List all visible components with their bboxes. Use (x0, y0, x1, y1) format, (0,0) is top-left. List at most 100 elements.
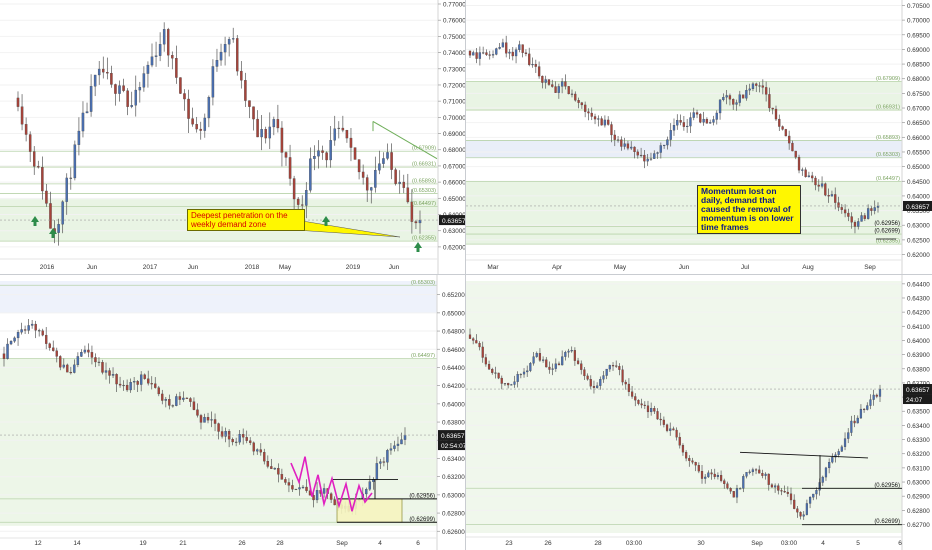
candle (626, 143, 630, 149)
candle (624, 381, 627, 385)
daily-chart-svg: 0.62000 0.62500 0.63000 0.63500 0.64000 0.645… (466, 0, 932, 274)
candle (288, 157, 292, 179)
candle (801, 169, 804, 171)
candle (593, 116, 597, 120)
candle (37, 330, 41, 332)
candle (633, 146, 636, 153)
candle (518, 44, 521, 50)
candle (847, 212, 850, 217)
weekly-chart-svg: 0.620000.630000.640000.650000.660000.670… (0, 0, 465, 274)
countdown-tag (903, 394, 932, 405)
x-tick-label: 4 (821, 540, 825, 547)
candle (122, 384, 125, 387)
candle (824, 467, 828, 478)
candle (361, 171, 365, 178)
candle (630, 391, 634, 397)
candle (573, 350, 576, 361)
x-tick-label: Jul (741, 264, 750, 271)
x-tick-label: 28 (594, 540, 602, 547)
candle (840, 207, 843, 210)
candle (621, 369, 624, 383)
x-tick-label: Jun (87, 264, 98, 271)
candle (162, 29, 166, 45)
level-label: (0.65303) (412, 188, 436, 194)
candle (659, 145, 662, 153)
candle (484, 357, 487, 365)
candle (751, 469, 754, 473)
y-tick-label: 0.69500 (907, 32, 930, 39)
candle (207, 97, 211, 119)
candle (597, 118, 600, 120)
candle (23, 329, 27, 331)
x-tick-label: Sep (751, 540, 763, 547)
candle (802, 514, 805, 517)
x-tick-label: 03:00 (781, 540, 798, 547)
y-tick-label: 0.63500 (907, 409, 930, 416)
candle (164, 399, 168, 401)
level-label: (0.67909) (876, 76, 900, 82)
candle (277, 468, 280, 475)
candle (374, 169, 377, 188)
candle (682, 122, 686, 127)
candle (780, 490, 783, 492)
chart-panel-4h[interactable]: 0.62600 0.62800 0.63000 0.63200 0.63400 0.636… (0, 275, 465, 550)
candle (538, 353, 542, 361)
candle (817, 184, 820, 187)
candle (192, 401, 196, 410)
candle (764, 473, 767, 476)
candle (873, 207, 876, 211)
candle (872, 394, 875, 400)
candle (187, 98, 190, 119)
x-tick-label: 30 (697, 540, 705, 547)
neckline (739, 451, 869, 459)
vertical-divider[interactable] (465, 0, 466, 550)
candle (333, 499, 336, 506)
x-tick-label: 23 (505, 540, 513, 547)
candle (66, 364, 69, 373)
candle (49, 203, 52, 229)
candle (114, 84, 117, 94)
y-tick-label: 0.67000 (443, 163, 465, 170)
candle (778, 118, 781, 127)
candle (742, 476, 745, 489)
candle (771, 107, 774, 110)
candle (183, 93, 186, 100)
candle (16, 332, 20, 339)
candle (709, 122, 712, 124)
1h-chart-svg: 0.62700 0.62800 0.62900 0.63000 0.63100 0.632… (466, 275, 932, 550)
candle (154, 383, 157, 388)
candle (580, 363, 583, 370)
candle (574, 93, 577, 101)
x-tick-label: Sep (336, 540, 348, 547)
candle (13, 337, 16, 342)
candle (260, 129, 263, 138)
candle (215, 60, 219, 67)
candle (488, 54, 491, 56)
chart-panel-1h[interactable]: 0.62700 0.62800 0.62900 0.63000 0.63100 0.632… (466, 275, 932, 550)
x-tick-label: 03:00 (626, 540, 643, 547)
candle (718, 99, 722, 114)
candle (410, 201, 414, 222)
level-label: (0.64497) (411, 353, 435, 359)
horizontal-divider[interactable] (0, 274, 932, 275)
candle (831, 457, 834, 463)
candle (37, 166, 40, 168)
candle (234, 441, 238, 443)
candle (16, 97, 20, 107)
candle (90, 352, 94, 358)
chart-panel-daily[interactable]: 0.62000 0.62500 0.63000 0.63500 0.64000 0.645… (466, 0, 932, 274)
candle (386, 152, 389, 159)
candle (337, 127, 341, 129)
candle (468, 50, 472, 56)
level-label: (0.66931) (412, 162, 436, 168)
demand-zone (0, 281, 437, 313)
chart-panel-weekly[interactable]: 0.620000.630000.640000.650000.660000.670… (0, 0, 465, 274)
candle (713, 473, 716, 477)
candle (755, 83, 758, 86)
candle (623, 143, 626, 147)
y-tick-label: 0.76000 (443, 18, 465, 25)
candle (309, 158, 312, 191)
4h-chart-svg: 0.62600 0.62800 0.63000 0.63200 0.63400 0.636… (0, 275, 465, 550)
candle (607, 119, 610, 125)
level-label: (0.65303) (876, 152, 900, 158)
